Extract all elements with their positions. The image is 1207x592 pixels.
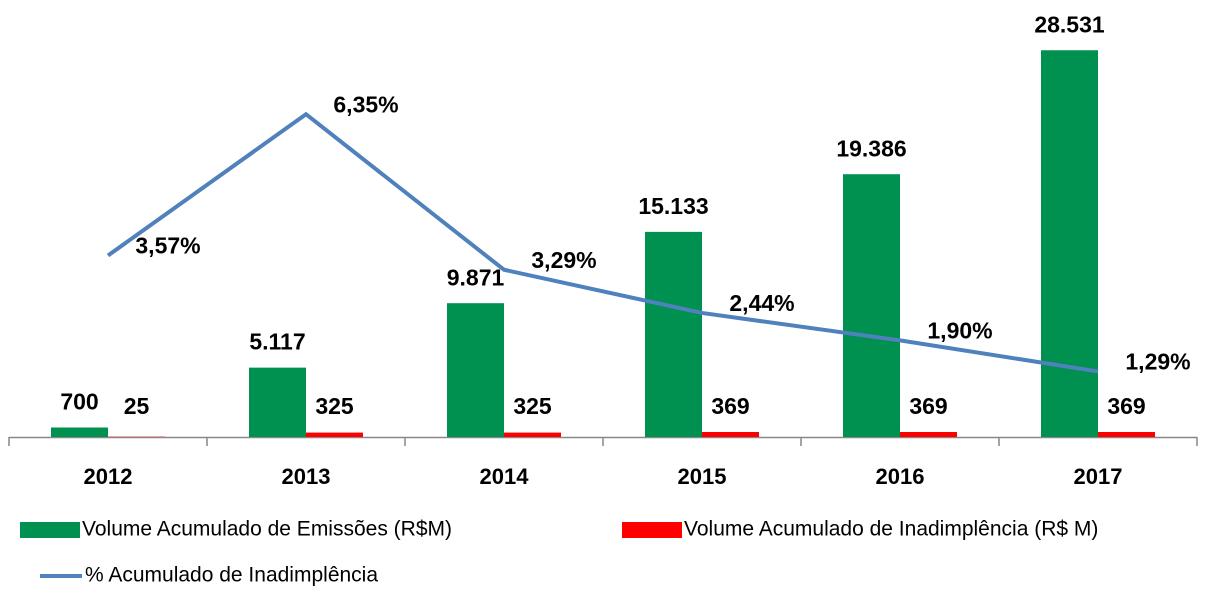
bar bbox=[1041, 50, 1098, 437]
data-label: 28.531 bbox=[1034, 11, 1105, 37]
legend-swatch bbox=[622, 522, 682, 538]
x-tick-label: 2013 bbox=[282, 464, 331, 489]
data-label: 369 bbox=[909, 393, 947, 419]
data-label: 325 bbox=[315, 393, 354, 419]
line bbox=[106, 111, 1099, 374]
data-label: 3,57% bbox=[135, 233, 200, 259]
data-label: 5.117 bbox=[249, 329, 305, 355]
bar bbox=[645, 231, 702, 437]
data-label: 3,29% bbox=[531, 247, 596, 273]
legend-swatch bbox=[20, 522, 80, 538]
data-label: 1,29% bbox=[1125, 349, 1190, 375]
bar bbox=[51, 427, 108, 437]
bar bbox=[900, 431, 957, 437]
data-label: 19.386 bbox=[836, 135, 906, 161]
data-label: 25 bbox=[124, 393, 150, 419]
legend-label: % Acumulado de Inadimplência bbox=[85, 564, 378, 587]
bar bbox=[504, 432, 561, 437]
data-label: 369 bbox=[1107, 393, 1145, 419]
data-label: 9.871 bbox=[447, 264, 505, 290]
data-label: 15.133 bbox=[638, 193, 708, 219]
data-label: 369 bbox=[711, 393, 749, 419]
bar bbox=[249, 367, 306, 437]
legend-label: Volume Acumulado de Emissões (R$M) bbox=[82, 518, 452, 541]
bar bbox=[306, 432, 363, 437]
data-label: 6,35% bbox=[333, 91, 398, 117]
data-label: 325 bbox=[513, 393, 552, 419]
data-label: 700 bbox=[60, 389, 98, 415]
bar bbox=[1098, 431, 1155, 437]
data-label: 2,44% bbox=[729, 290, 794, 316]
x-tick-label: 2014 bbox=[480, 464, 530, 489]
bar bbox=[447, 303, 504, 437]
bar bbox=[702, 431, 759, 437]
x-tick-label: 2017 bbox=[1074, 464, 1123, 489]
x-tick-label: 2016 bbox=[876, 464, 925, 489]
x-tick-label: 2012 bbox=[84, 464, 133, 489]
bar bbox=[843, 174, 900, 437]
x-tick-label: 2015 bbox=[678, 464, 727, 489]
data-label: 1,90% bbox=[927, 317, 992, 343]
legend-label: Volume Acumulado de Inadimplência (R$ M) bbox=[684, 518, 1098, 541]
